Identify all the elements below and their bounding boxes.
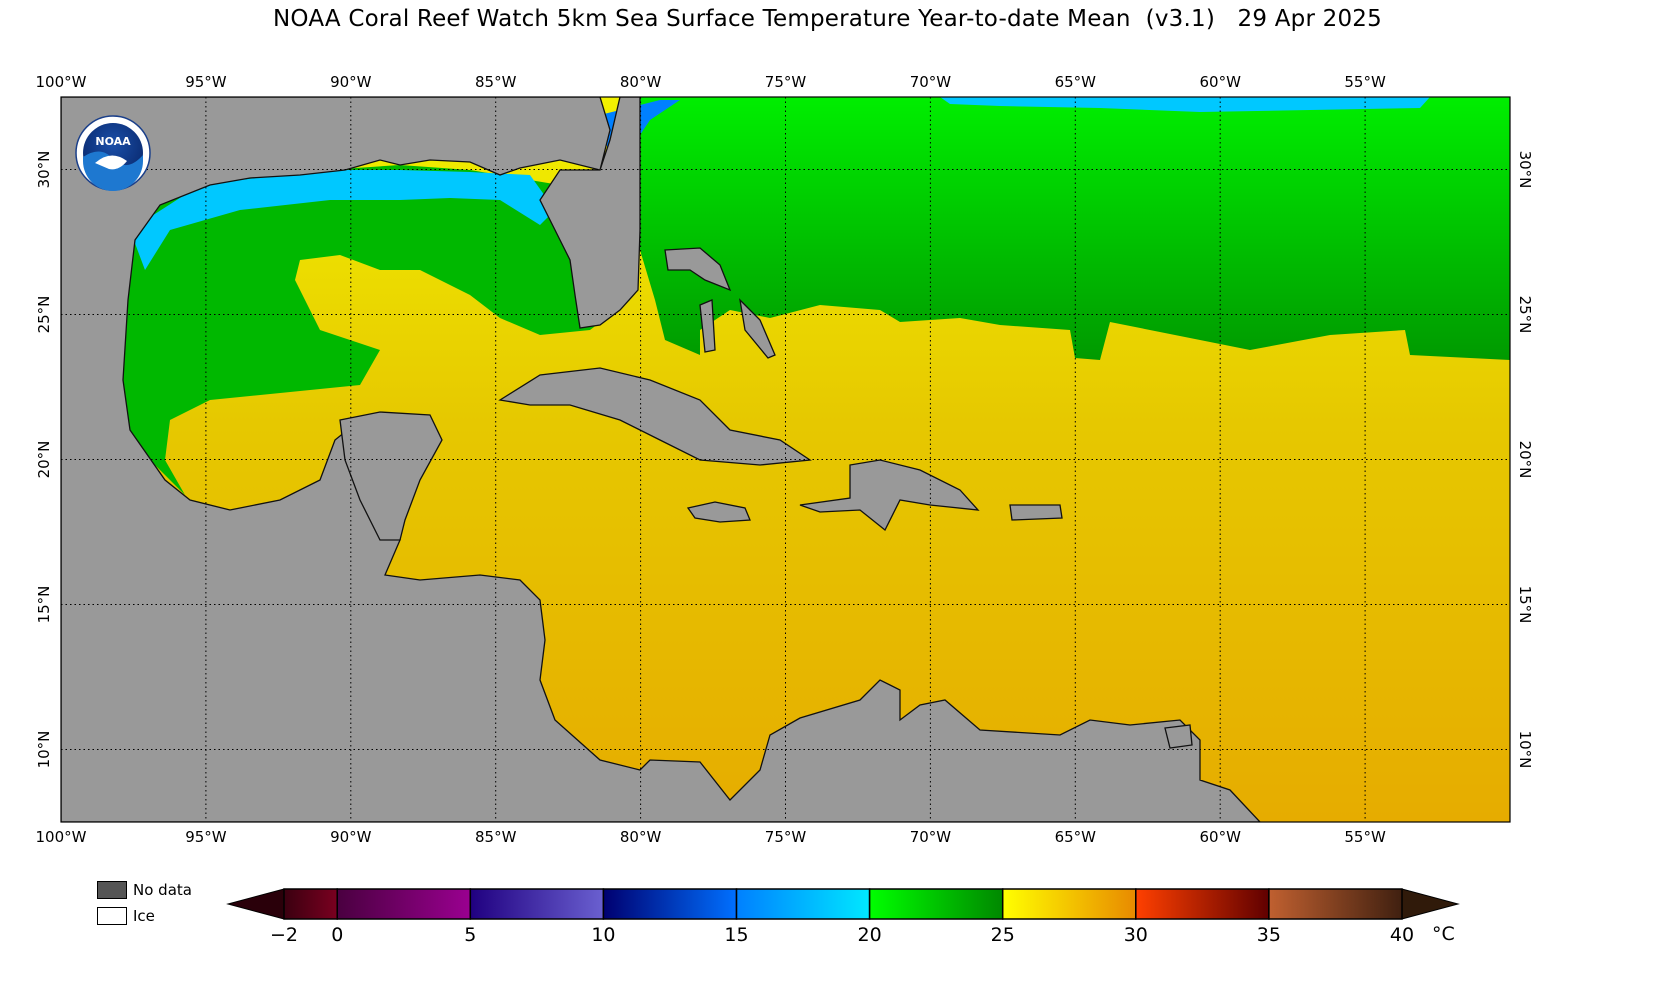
- latitude-label: 15°N: [1516, 586, 1534, 624]
- longitude-label: 100°W: [36, 828, 87, 846]
- cuba-island: [498, 367, 812, 466]
- longitude-label: 95°W: [185, 73, 227, 91]
- longitude-label: 90°W: [330, 828, 372, 846]
- jamaica-island: [686, 501, 751, 523]
- longitude-label: 60°W: [1199, 73, 1241, 91]
- land-masses: [61, 97, 1261, 822]
- latitude-labels-left: 30°N 25°N 20°N 15°N 10°N: [35, 151, 53, 769]
- longitude-label: 80°W: [620, 73, 662, 91]
- latitude-label: 25°N: [35, 296, 53, 334]
- bahamas-islands: [664, 247, 776, 359]
- latitude-labels-right: 30°N 25°N 20°N 15°N 10°N: [1516, 151, 1534, 769]
- ice-swatch: [97, 907, 127, 925]
- logo-text: NOAA: [95, 135, 131, 148]
- map-frame: [60, 96, 1511, 823]
- noaa-logo-icon: NOAA: [75, 115, 151, 191]
- longitude-label: 70°W: [910, 73, 952, 91]
- gulf-coastal-cold: [130, 170, 555, 270]
- puerto-rico-island: [1009, 504, 1063, 521]
- latitude-label: 20°N: [35, 441, 53, 479]
- legend-no-data: No data: [97, 881, 192, 899]
- latitude-label: 10°N: [1516, 731, 1534, 769]
- no-data-label: No data: [133, 881, 192, 899]
- legend-ice: Ice: [97, 907, 155, 925]
- latitude-label: 10°N: [35, 731, 53, 769]
- atlantic-north-cold: [940, 97, 1430, 112]
- longitude-label: 55°W: [1344, 828, 1386, 846]
- no-data-swatch: [97, 881, 127, 899]
- latitude-label: 15°N: [35, 586, 53, 624]
- longitude-label: 85°W: [475, 73, 517, 91]
- latitude-label: 30°N: [35, 151, 53, 189]
- longitude-label: 75°W: [765, 73, 807, 91]
- yucatan-peninsula: [339, 411, 443, 541]
- graticule: [61, 97, 1510, 822]
- gulf-cool-region: [120, 165, 630, 495]
- longitude-label: 65°W: [1055, 828, 1097, 846]
- longitude-label: 60°W: [1199, 828, 1241, 846]
- trinidad-island: [1164, 724, 1193, 749]
- longitude-labels-bottom: 100°W 95°W 90°W 85°W 80°W 75°W 70°W 65°W 60°W 55°…: [36, 828, 1386, 846]
- longitude-label: 85°W: [475, 828, 517, 846]
- map-title: NOAA Coral Reef Watch 5km Sea Surface Te…: [273, 6, 1382, 32]
- longitude-label: 75°W: [765, 828, 807, 846]
- latitude-label: 20°N: [1516, 441, 1534, 479]
- longitude-label: 65°W: [1055, 73, 1097, 91]
- longitude-label: 70°W: [910, 828, 952, 846]
- north-america-land: [61, 97, 1261, 822]
- ice-label: Ice: [133, 907, 155, 925]
- longitude-label: 95°W: [185, 828, 227, 846]
- latitude-label: 25°N: [1516, 296, 1534, 334]
- latitude-label: 30°N: [1516, 151, 1534, 189]
- longitude-label: 80°W: [620, 828, 662, 846]
- longitude-label: 55°W: [1344, 73, 1386, 91]
- longitude-label: 90°W: [330, 73, 372, 91]
- longitude-label: 100°W: [36, 73, 87, 91]
- longitude-labels-top: 100°W 95°W 90°W 85°W 80°W 75°W 70°W 65°W 60°W 55°…: [36, 73, 1386, 91]
- hispaniola-island: [799, 459, 980, 532]
